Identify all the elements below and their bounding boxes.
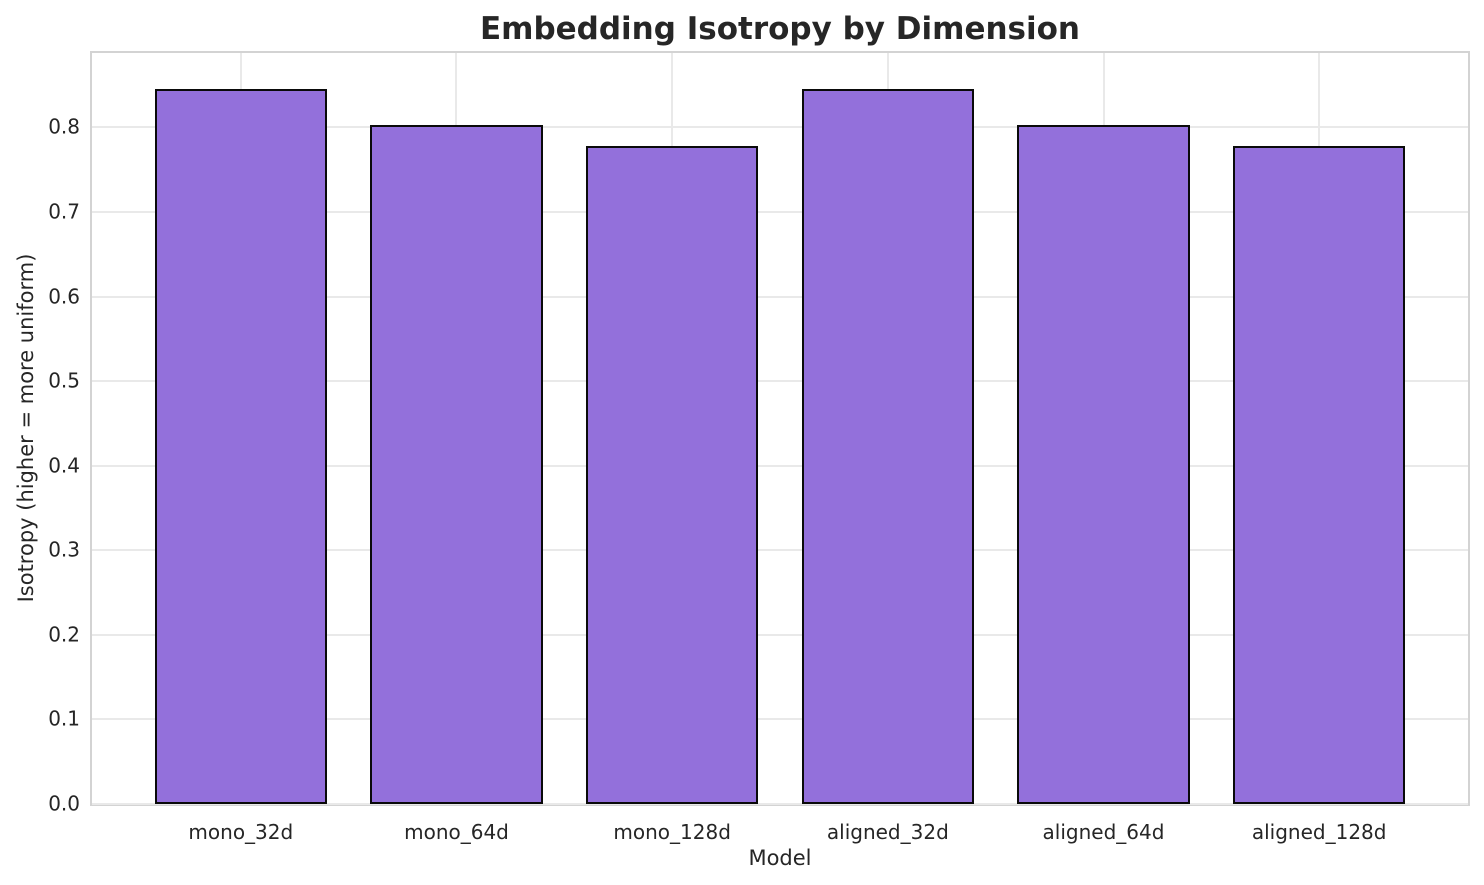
gridline-horizontal xyxy=(92,549,1468,552)
gridline-horizontal xyxy=(92,803,1468,805)
bar-aligned_128d xyxy=(1232,146,1406,804)
chart-title: Embedding Isotropy by Dimension xyxy=(479,11,1081,47)
bar-aligned_32d xyxy=(801,89,975,804)
gridline-horizontal xyxy=(92,126,1468,129)
y-tick-label: 0.8 xyxy=(48,114,80,139)
y-tick-label: 0.4 xyxy=(48,453,80,478)
x-tick-label: aligned_128d xyxy=(1251,820,1387,844)
plot-area xyxy=(90,51,1470,806)
gridline-horizontal xyxy=(92,633,1468,636)
x-tick-label: mono_64d xyxy=(404,820,509,844)
bar-mono_128d xyxy=(585,146,759,804)
gridline-horizontal xyxy=(92,295,1468,298)
y-tick-label: 0.3 xyxy=(48,537,80,562)
y-tick-label: 0.1 xyxy=(48,706,80,731)
y-tick-label: 0.0 xyxy=(48,791,80,816)
bar-mono_64d xyxy=(370,124,543,804)
x-tick-label: mono_128d xyxy=(613,820,731,844)
y-tick-label: 0.5 xyxy=(48,368,80,393)
gridline-horizontal xyxy=(92,718,1468,721)
x-axis-label: Model xyxy=(748,846,812,870)
x-tick-label: aligned_32d xyxy=(826,820,949,844)
bar-mono_32d xyxy=(154,88,328,804)
y-tick-label: 0.2 xyxy=(48,622,80,647)
gridline-horizontal xyxy=(92,210,1468,213)
y-tick-label: 0.7 xyxy=(48,199,80,224)
x-tick-label: aligned_64d xyxy=(1042,820,1165,844)
y-tick-label: 0.6 xyxy=(48,284,80,309)
bar-aligned_64d xyxy=(1017,124,1190,804)
x-tick-label: mono_32d xyxy=(188,820,294,844)
gridline-horizontal xyxy=(92,464,1468,467)
gridline-horizontal xyxy=(92,380,1468,383)
